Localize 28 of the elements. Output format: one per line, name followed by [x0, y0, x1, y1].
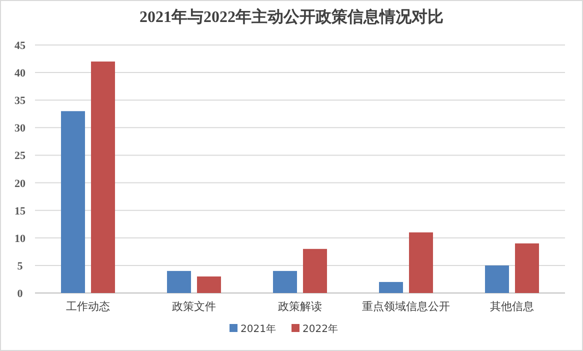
- x-tick-label: 工作动态: [66, 300, 110, 313]
- bar: [379, 282, 403, 293]
- y-tick-label: 0: [17, 288, 24, 300]
- bar: [61, 111, 85, 293]
- y-tick-label: 25: [14, 150, 26, 162]
- y-tick-label: 20: [14, 178, 26, 190]
- x-tick-label: 政策文件: [172, 300, 216, 313]
- y-tick-label: 15: [14, 205, 26, 218]
- chart-title: 2021年与2022年主动公开政策信息情况对比: [140, 7, 444, 26]
- bar: [91, 62, 115, 293]
- y-tick-label: 40: [14, 68, 26, 80]
- x-tick-label: 其他信息: [490, 300, 534, 313]
- legend-label: 2021年: [240, 323, 276, 335]
- bar: [197, 276, 221, 293]
- bar: [273, 270, 297, 293]
- bar: [167, 270, 191, 293]
- y-tick-label: 45: [14, 40, 26, 52]
- bar: [485, 265, 509, 293]
- x-tick-label: 重点领域信息公开: [362, 300, 450, 313]
- bar: [515, 243, 539, 293]
- bar: [303, 248, 327, 293]
- bar: [409, 232, 433, 293]
- y-tick-label: 30: [14, 122, 26, 135]
- legend-label: 2022年: [302, 323, 338, 335]
- y-tick-label: 10: [14, 232, 26, 245]
- y-tick-label: 35: [14, 95, 26, 108]
- x-tick-label: 政策解读: [278, 300, 322, 313]
- y-tick-label: 5: [17, 260, 24, 272]
